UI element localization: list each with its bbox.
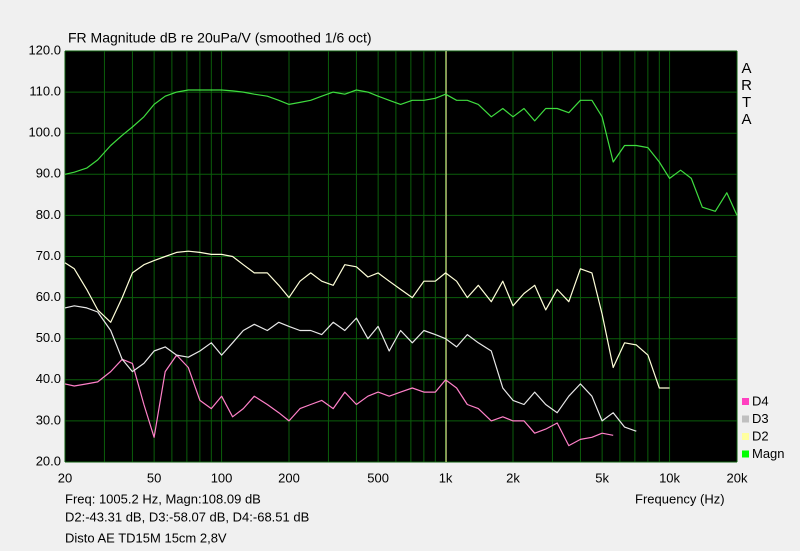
- y-tick-label: 50.0: [36, 330, 61, 345]
- legend-swatch: [742, 398, 749, 405]
- series-line: [64, 305, 637, 432]
- x-tick-label: 100: [211, 470, 233, 485]
- x-tick-label: 5k: [595, 470, 609, 485]
- legend-label: D3: [752, 411, 769, 426]
- legend-swatch: [742, 415, 749, 423]
- y-tick-label: 70.0: [36, 248, 61, 263]
- y-tick-label: 40.0: [36, 371, 61, 386]
- status-line: Freq: 1005.2 Hz, Magn:108.09 dB: [65, 491, 261, 506]
- x-tick-label: 2k: [506, 470, 520, 485]
- y-tick-label: 30.0: [36, 412, 61, 427]
- chart-title: FR Magnitude dB re 20uPa/V (smoothed 1/6…: [68, 30, 372, 46]
- legend-swatch: [742, 433, 749, 440]
- x-tick-label: 20: [58, 470, 72, 485]
- x-tick-label: 20k: [727, 470, 748, 485]
- series-line: [64, 89, 738, 216]
- y-tick-label: 100.0: [28, 125, 61, 140]
- series-line: [64, 250, 670, 389]
- legend-label: Magn: [752, 446, 785, 461]
- x-tick-label: 50: [147, 470, 161, 485]
- x-tick-label: 1k: [439, 470, 453, 485]
- y-tick-label: 90.0: [36, 166, 61, 181]
- legend-label: D4: [752, 393, 769, 408]
- x-tick-label: 10k: [659, 470, 680, 485]
- status-line: D2:-43.31 dB, D3:-58.07 dB, D4:-68.51 dB: [65, 509, 309, 524]
- legend-swatch: [742, 450, 749, 458]
- x-axis-label: Frequency (Hz): [635, 491, 725, 506]
- y-tick-label: 120.0: [28, 42, 61, 57]
- y-tick-label: 110.0: [29, 84, 61, 99]
- y-tick-label: 20.0: [36, 453, 61, 468]
- y-tick-label: 80.0: [36, 207, 61, 222]
- legend-label: D2: [752, 428, 769, 443]
- y-tick-label: 60.0: [36, 289, 61, 304]
- brand: ARTA: [738, 60, 755, 128]
- x-tick-label: 500: [367, 470, 389, 485]
- status-line: Disto AE TD15M 15cm 2,8V: [65, 530, 227, 545]
- series-line: [64, 354, 614, 447]
- x-tick-label: 200: [278, 470, 300, 485]
